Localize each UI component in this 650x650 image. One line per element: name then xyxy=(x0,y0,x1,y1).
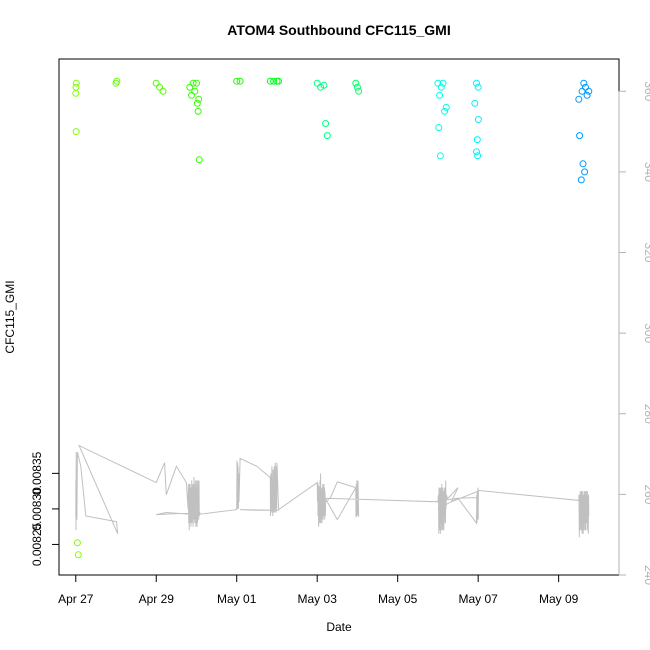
y2-tick-label: 260 xyxy=(642,484,650,504)
data-point xyxy=(439,79,447,87)
series-line xyxy=(75,444,590,538)
data-point xyxy=(434,79,442,87)
x-tick-label: May 03 xyxy=(298,592,338,606)
data-point xyxy=(474,116,482,123)
data-point xyxy=(72,89,80,97)
data-point xyxy=(266,77,274,85)
data-point xyxy=(578,87,586,95)
data-point xyxy=(275,77,283,85)
data-point xyxy=(436,152,444,160)
data-point xyxy=(355,87,363,95)
x-tick-label: May 01 xyxy=(217,592,257,606)
data-point xyxy=(195,95,203,103)
y2-tick-label: 300 xyxy=(642,323,650,343)
data-point xyxy=(441,107,449,115)
data-point xyxy=(193,99,201,107)
data-point xyxy=(473,136,481,144)
data-point xyxy=(437,83,445,91)
y-tick-label: 0.00835 xyxy=(30,451,44,495)
data-point xyxy=(186,83,194,91)
y-tick-label: 0.00825 xyxy=(30,522,44,566)
x-tick-label: Apr 29 xyxy=(139,592,175,606)
data-point xyxy=(581,168,589,176)
data-point xyxy=(323,132,331,140)
x-tick-label: May 05 xyxy=(378,592,418,606)
data-point xyxy=(320,81,328,89)
data-point xyxy=(270,77,278,85)
data-point xyxy=(74,551,82,559)
y-axis-label: CFC115_GMI xyxy=(3,280,17,353)
x-axis: Apr 27 Apr 29 May 01 May 03 May 05 May 07 May … xyxy=(58,574,579,606)
data-point xyxy=(579,160,587,168)
data-point xyxy=(313,79,321,87)
data-point xyxy=(473,148,480,156)
y2-tick-label: 320 xyxy=(642,242,650,262)
data-point xyxy=(585,87,593,95)
data-point xyxy=(583,91,591,99)
point-series xyxy=(72,77,593,559)
data-point xyxy=(474,152,482,160)
y2-tick-label: 340 xyxy=(642,162,650,182)
data-point xyxy=(580,79,588,87)
x-axis-label: Date xyxy=(326,620,352,634)
plot-frame xyxy=(58,58,620,576)
data-point xyxy=(72,83,80,91)
data-point xyxy=(352,79,360,87)
data-point xyxy=(577,176,585,184)
y2-tick-label: 280 xyxy=(642,404,650,424)
data-point xyxy=(233,77,241,85)
x-tick-label: May 07 xyxy=(458,592,498,606)
data-point xyxy=(159,87,167,95)
data-point xyxy=(72,79,80,87)
data-point xyxy=(195,156,203,164)
data-point xyxy=(189,79,197,87)
data-point xyxy=(113,77,121,85)
data-point xyxy=(576,132,584,140)
data-point xyxy=(575,95,583,103)
data-point xyxy=(442,103,450,111)
data-point xyxy=(471,99,479,107)
data-point xyxy=(188,91,195,99)
y-tick-label: 0.00830 xyxy=(30,487,44,531)
x-tick-label: Apr 27 xyxy=(58,592,94,606)
data-point xyxy=(152,79,160,87)
data-point xyxy=(436,91,444,99)
data-point xyxy=(72,128,80,136)
data-point xyxy=(353,83,361,91)
data-point xyxy=(73,539,81,547)
data-point xyxy=(474,83,482,91)
data-point xyxy=(193,79,200,87)
data-point xyxy=(156,83,164,91)
y2-axis: 240 260 280 300 320 340 360 xyxy=(618,81,650,585)
y2-tick-label: 240 xyxy=(642,565,650,585)
x-tick-label: May 09 xyxy=(539,592,579,606)
y2-tick-label: 360 xyxy=(642,81,650,101)
data-point xyxy=(435,124,443,131)
data-point xyxy=(194,107,202,115)
data-point xyxy=(322,120,330,127)
chart-title: ATOM4 Southbound CFC115_GMI xyxy=(227,22,451,38)
data-point xyxy=(236,77,244,85)
data-point xyxy=(473,79,480,87)
line-series xyxy=(75,444,590,538)
data-point xyxy=(191,87,199,95)
